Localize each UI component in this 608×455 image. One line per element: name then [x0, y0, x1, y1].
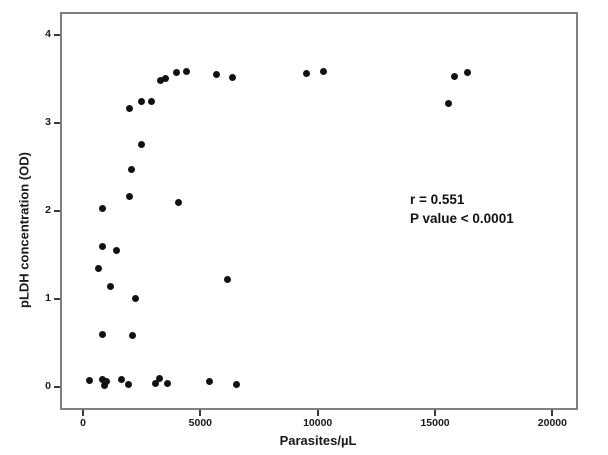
data-point	[223, 276, 231, 284]
y-axis-label: pLDH concentration (OD)	[16, 152, 32, 308]
x-axis-tick	[551, 410, 554, 416]
y-axis-tick-label: 2	[45, 204, 51, 216]
data-point	[450, 72, 458, 80]
y-axis-tick-label: 0	[45, 380, 51, 392]
x-axis-tick	[199, 410, 202, 416]
y-axis-tick	[54, 210, 60, 212]
data-point	[112, 247, 120, 255]
y-axis-tick	[54, 34, 60, 36]
data-point	[156, 77, 164, 85]
correlation-p-value: P value < 0.0001	[410, 211, 514, 226]
data-point	[129, 332, 137, 340]
data-point	[212, 71, 220, 79]
y-axis-tick-label: 1	[45, 292, 51, 304]
y-axis-tick-label: 3	[45, 116, 51, 128]
data-point	[99, 204, 107, 212]
x-axis-tick-label: 15000	[420, 417, 450, 429]
data-point	[98, 375, 106, 383]
x-axis-tick	[316, 410, 319, 416]
x-axis-tick-label: 20000	[537, 417, 567, 429]
x-axis-tick-label: 5000	[188, 417, 213, 429]
data-point	[98, 330, 106, 338]
data-point	[138, 140, 146, 148]
data-point	[464, 69, 472, 77]
x-axis-tick	[434, 410, 437, 416]
data-point	[94, 264, 102, 272]
y-axis-tick	[54, 386, 60, 388]
data-point	[183, 68, 191, 76]
data-point	[85, 377, 93, 385]
data-point	[163, 379, 171, 387]
data-point	[319, 68, 327, 76]
plot-area	[60, 12, 578, 410]
y-axis-tick	[54, 298, 60, 300]
data-point	[117, 375, 125, 383]
data-point	[445, 100, 453, 108]
data-point	[174, 198, 182, 206]
correlation-annotation: r = 0.551 P value < 0.0001	[410, 190, 514, 228]
data-point	[131, 294, 139, 302]
correlation-r-value: r = 0.551	[410, 192, 465, 207]
data-point	[303, 70, 311, 78]
data-point	[99, 242, 107, 250]
data-point	[173, 69, 181, 77]
data-point	[233, 380, 241, 388]
data-point	[155, 374, 163, 382]
data-point	[102, 378, 110, 386]
data-point	[100, 381, 108, 389]
x-axis-tick-label: 0	[80, 417, 86, 429]
data-point	[138, 98, 146, 106]
y-axis-tick-label: 4	[45, 28, 51, 40]
data-point	[126, 192, 134, 200]
x-axis-tick-label: 10000	[303, 417, 333, 429]
data-point	[107, 283, 115, 291]
data-point	[161, 74, 169, 82]
x-axis-label: Parasites/µL	[279, 433, 357, 448]
data-point	[124, 380, 132, 388]
data-point	[127, 166, 135, 174]
data-point	[152, 379, 160, 387]
data-point	[229, 73, 237, 81]
data-point	[147, 97, 155, 105]
data-point	[206, 378, 214, 386]
y-axis-tick	[54, 122, 60, 124]
data-point	[126, 104, 134, 112]
x-axis-tick	[82, 410, 84, 416]
